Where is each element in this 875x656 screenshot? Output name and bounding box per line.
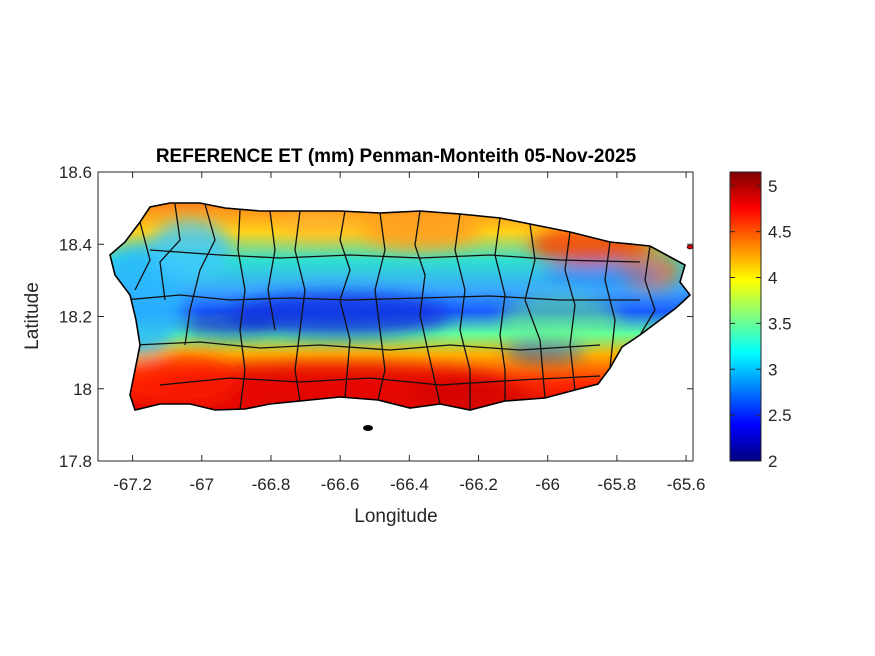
colorbar-tick-label: 2 [768,452,777,471]
x-tick-label: -67.2 [113,475,152,494]
y-tick-label: 18.4 [59,235,92,254]
colorbar-tick-label: 2.5 [768,406,792,425]
et-heatmap [110,203,690,410]
municipality-boundaries [124,203,656,410]
x-tick-label: -66 [535,475,560,494]
colorbar-tick-label: 4.5 [768,223,792,242]
x-tick-label: -67 [189,475,214,494]
colorbar [729,171,762,462]
y-tick-label: 17.8 [59,452,92,471]
x-tick-label: -66.4 [390,475,429,494]
x-tick-label: -66.8 [252,475,291,494]
x-axis-label: Longitude [354,506,437,527]
y-tick-label: 18.6 [59,163,92,182]
offshore-island [686,244,694,250]
chart-title: REFERENCE ET (mm) Penman-Monteith 05-Nov… [156,146,637,167]
colorbar-ticks: 2 2.5 3 3.5 4 4.5 5 [730,177,792,471]
y-axis-label: Latitude [22,282,43,350]
x-tick-label: -66.2 [459,475,498,494]
colorbar-tick-label: 3 [768,360,777,379]
offshore-island [363,425,373,431]
y-tick-label: 18 [73,380,92,399]
colorbar-tick-label: 3.5 [768,314,792,333]
colorbar-tick-label: 4 [768,269,777,288]
y-axis-ticks: 17.8 18 18.2 18.4 18.6 [59,163,693,471]
colorbar-tick-label: 5 [768,177,777,196]
y-tick-label: 18.2 [59,308,92,327]
x-tick-label: -65.6 [667,475,706,494]
x-tick-label: -65.8 [598,475,637,494]
x-axis-ticks: -67.2 -67 -66.8 -66.6 -66.4 -66.2 -66 -65.8 -65.… [113,172,705,494]
x-tick-label: -66.6 [321,475,360,494]
